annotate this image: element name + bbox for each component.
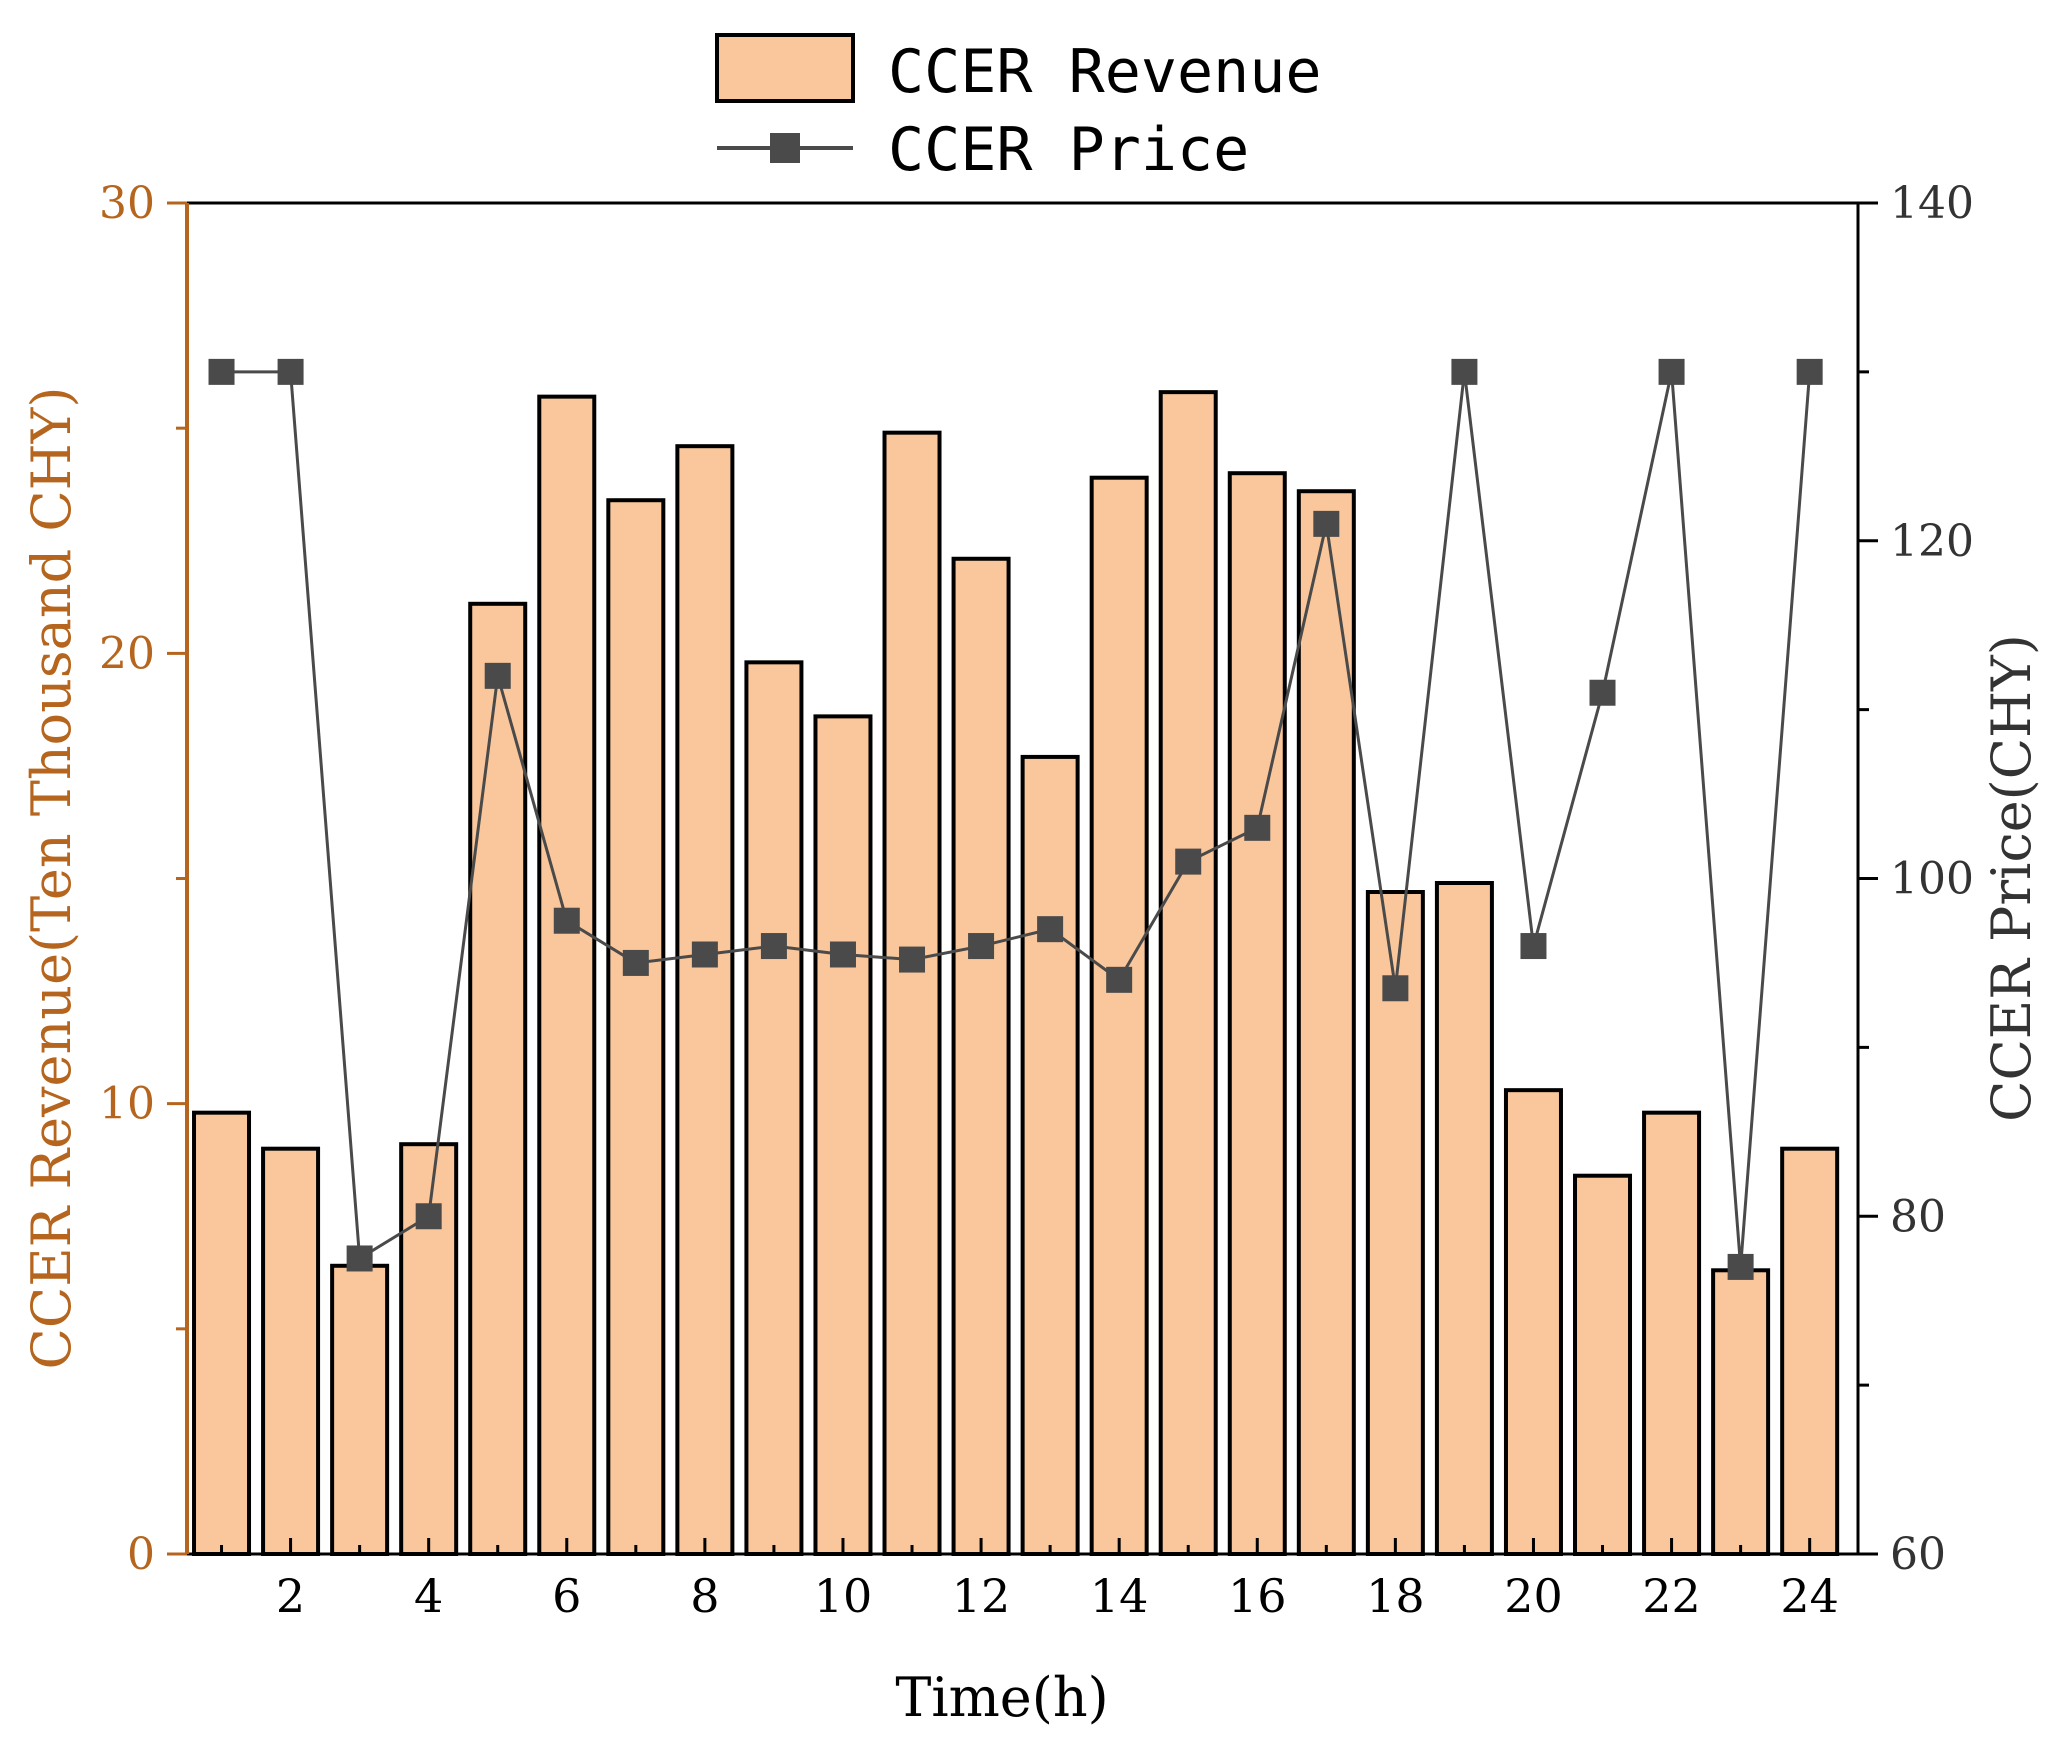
x-axis: 2 4 6 8 10 12 14 16 18 20 22 24 [220, 1538, 1839, 1623]
bar-hour-23 [1711, 1268, 1771, 1557]
bar-hour-2 [261, 1146, 321, 1556]
legend-label-price: CCER Price [888, 115, 1249, 185]
bar-hour-11 [882, 430, 942, 1556]
bar-hour-3 [330, 1263, 390, 1556]
x-tick-label: 6 [552, 1569, 581, 1623]
x-axis-title: Time(h) [895, 1666, 1108, 1729]
price-marker-hour-12 [968, 933, 995, 960]
y-right-tick-label: 100 [1890, 854, 1974, 905]
bars-group [192, 390, 1840, 1557]
x-tick-label: 4 [414, 1569, 443, 1623]
price-marker-hour-17 [1313, 510, 1340, 537]
y-left-tick-label: 10 [99, 1079, 155, 1130]
legend-label-revenue: CCER Revenue [888, 37, 1321, 107]
bar-hour-24 [1780, 1146, 1840, 1556]
price-marker-hour-18 [1382, 975, 1409, 1002]
price-marker-hour-6 [553, 907, 580, 934]
price-marker-hour-20 [1520, 933, 1547, 960]
price-marker-hour-15 [1175, 848, 1202, 875]
price-marker-hour-2 [277, 358, 304, 385]
plot-area [185, 201, 1860, 1557]
bar-hour-16 [1227, 471, 1287, 1557]
y-right-tick-label: 140 [1890, 178, 1974, 229]
bar-hour-12 [951, 556, 1011, 1556]
y-left-tick-label: 20 [99, 628, 155, 679]
price-line-group [221, 370, 1812, 1268]
x-tick-label: 24 [1780, 1569, 1839, 1623]
legend-swatch-revenue [715, 33, 855, 103]
y-right-tick-label: 80 [1890, 1191, 1946, 1242]
y-axis-right: 60 80 100 120 140 [1858, 178, 1974, 1580]
price-series-line [221, 370, 1812, 1268]
price-marker-hour-10 [829, 941, 856, 968]
y-left-tick-label: 0 [127, 1529, 155, 1580]
bar-hour-14 [1089, 475, 1149, 1556]
price-marker-hour-7 [622, 949, 649, 976]
price-marker-hour-23 [1727, 1253, 1754, 1280]
bar-hour-21 [1573, 1173, 1633, 1556]
y-axis-right-title: CCER Price(CHY) [1980, 634, 2043, 1122]
price-marker-hour-24 [1796, 358, 1823, 385]
price-marker-hour-22 [1658, 358, 1685, 385]
x-tick-label: 2 [276, 1569, 305, 1623]
x-tick-label: 12 [952, 1569, 1011, 1623]
price-marker-hour-11 [899, 946, 926, 973]
price-marker-hour-3 [346, 1245, 373, 1272]
y-axis-left-title: CCER Revenue(Ten Thousand CHY) [20, 387, 83, 1370]
x-tick-label: 8 [690, 1569, 719, 1623]
bar-hour-8 [675, 444, 735, 1556]
bar-hour-13 [1020, 754, 1080, 1556]
price-marker-hour-13 [1037, 916, 1064, 943]
x-tick-label: 18 [1366, 1569, 1425, 1623]
x-tick-label: 16 [1228, 1569, 1287, 1623]
x-tick-label: 20 [1504, 1569, 1563, 1623]
price-marker-hour-14 [1106, 966, 1133, 993]
price-marker-hour-9 [760, 933, 787, 960]
price-marker-hour-21 [1589, 679, 1616, 706]
bar-hour-6 [537, 394, 597, 1557]
y-right-tick-label: 60 [1890, 1529, 1946, 1580]
y-right-tick-label: 120 [1890, 516, 1974, 567]
price-marker-hour-1 [208, 358, 235, 385]
price-marker-hour-4 [415, 1203, 442, 1230]
price-marker-hour-8 [691, 941, 718, 968]
bar-hour-1 [192, 1110, 252, 1556]
bar-hour-22 [1642, 1110, 1702, 1556]
x-tick-label: 14 [1090, 1569, 1149, 1623]
bar-hour-9 [744, 660, 804, 1556]
bar-hour-5 [468, 601, 528, 1556]
y-axis-left: 0 10 20 30 [99, 178, 187, 1580]
legend-marker-price [770, 133, 800, 163]
x-tick-label: 10 [814, 1569, 873, 1623]
bar-hour-15 [1158, 390, 1218, 1556]
bar-hour-20 [1503, 1088, 1563, 1556]
legend: CCER Revenue CCER Price [715, 33, 1321, 185]
price-marker-hour-16 [1244, 814, 1271, 841]
x-tick-label: 22 [1642, 1569, 1701, 1623]
price-marker-hour-19 [1451, 358, 1478, 385]
price-markers-group [208, 358, 1823, 1280]
y-left-tick-label: 30 [99, 178, 155, 229]
price-marker-hour-5 [484, 662, 511, 689]
bar-hour-10 [813, 714, 873, 1556]
bar-hour-7 [606, 498, 666, 1557]
bar-hour-19 [1434, 881, 1494, 1556]
